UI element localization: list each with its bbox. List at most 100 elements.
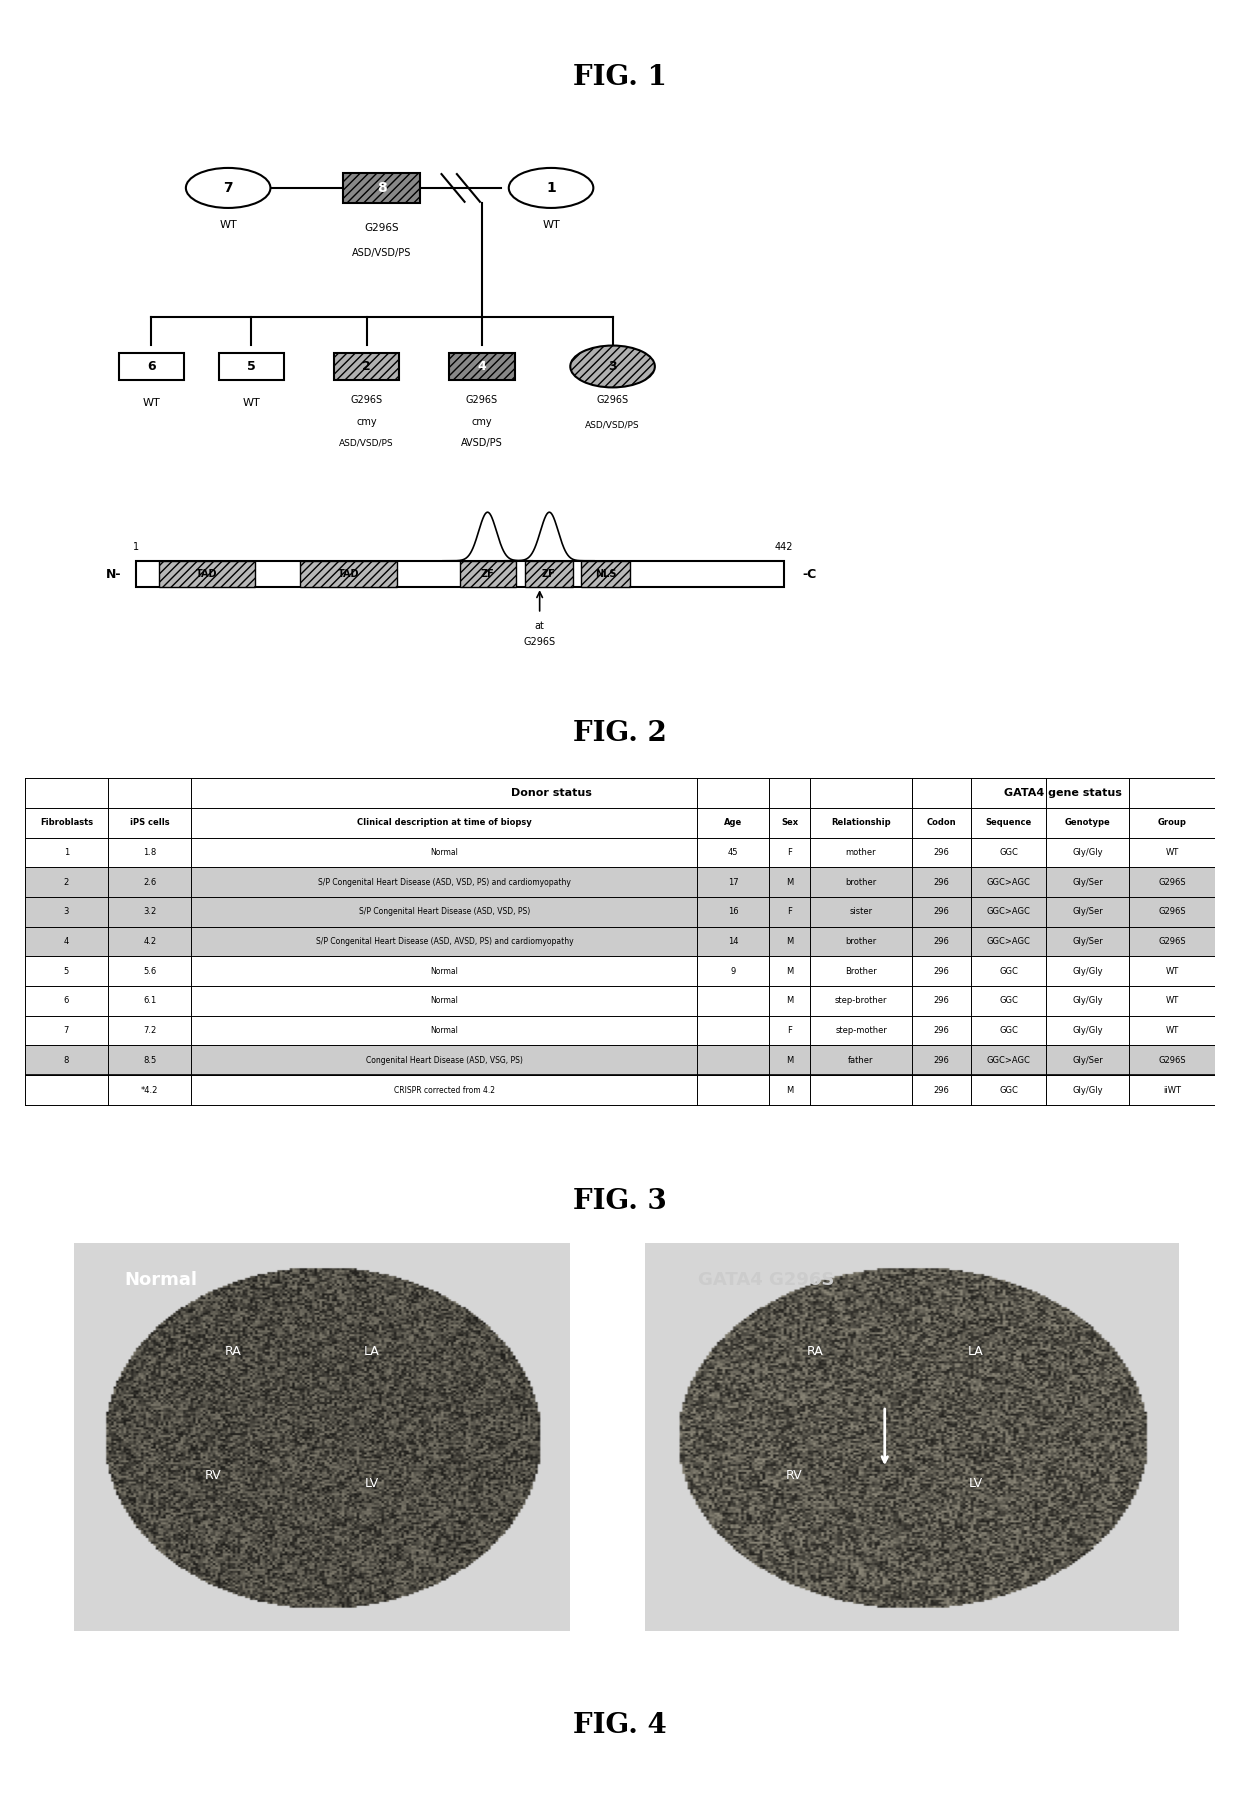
- Text: CRISPR corrected from 4.2: CRISPR corrected from 4.2: [394, 1085, 495, 1094]
- Text: 1.8: 1.8: [143, 849, 156, 858]
- Text: 45: 45: [728, 849, 738, 858]
- Text: S/P Congenital Heart Disease (ASD, AVSD, PS) and cardiomyopathy: S/P Congenital Heart Disease (ASD, AVSD,…: [316, 937, 573, 946]
- Text: N-: N-: [107, 568, 122, 580]
- Text: Normal: Normal: [430, 1025, 459, 1034]
- Text: 16: 16: [728, 908, 738, 917]
- Text: LA: LA: [365, 1346, 379, 1359]
- Text: NLS: NLS: [595, 569, 616, 578]
- Text: M: M: [786, 997, 794, 1006]
- Text: Genotype: Genotype: [1065, 818, 1111, 827]
- Bar: [525, 560, 573, 587]
- Text: 2: 2: [362, 360, 371, 373]
- Text: 1: 1: [63, 849, 69, 858]
- Text: TAD: TAD: [337, 569, 360, 578]
- Text: 5.6: 5.6: [143, 966, 156, 975]
- Text: GATA4 gene status: GATA4 gene status: [1004, 787, 1122, 798]
- Text: 2.6: 2.6: [143, 878, 156, 887]
- Bar: [25, 926, 1215, 957]
- Text: G296S: G296S: [1158, 908, 1187, 917]
- Text: ASD/VSD/PS: ASD/VSD/PS: [340, 440, 394, 449]
- Text: G296S: G296S: [596, 395, 629, 405]
- Text: 296: 296: [934, 937, 950, 946]
- Text: WT: WT: [219, 220, 237, 231]
- Text: WT: WT: [1166, 997, 1179, 1006]
- Text: GGC>AGC: GGC>AGC: [987, 1056, 1030, 1065]
- Text: mother: mother: [846, 849, 877, 858]
- Text: 14: 14: [728, 937, 738, 946]
- Text: FIG. 1: FIG. 1: [573, 65, 667, 90]
- Ellipse shape: [186, 168, 270, 207]
- Text: 4: 4: [63, 937, 69, 946]
- Bar: [25, 1045, 1215, 1076]
- Text: 6.1: 6.1: [143, 997, 156, 1006]
- Text: brother: brother: [846, 878, 877, 887]
- Text: cmy: cmy: [471, 416, 492, 427]
- Text: Gly/Gly: Gly/Gly: [1073, 966, 1104, 975]
- Text: 296: 296: [934, 966, 950, 975]
- Text: Normal: Normal: [430, 966, 459, 975]
- Bar: [460, 560, 516, 587]
- Text: G296S: G296S: [523, 636, 556, 647]
- Text: F: F: [787, 1025, 792, 1034]
- Text: 7: 7: [223, 180, 233, 195]
- Text: Gly/Gly: Gly/Gly: [1073, 1025, 1104, 1034]
- Text: G296S: G296S: [1158, 878, 1187, 887]
- Text: FIG. 3: FIG. 3: [573, 1189, 667, 1215]
- Text: sister: sister: [849, 908, 873, 917]
- Text: G296S: G296S: [365, 223, 399, 232]
- Text: 8: 8: [377, 180, 387, 195]
- Text: 296: 296: [934, 849, 950, 858]
- Text: GGC: GGC: [999, 966, 1018, 975]
- Text: 296: 296: [934, 997, 950, 1006]
- Text: F: F: [787, 849, 792, 858]
- Text: step-brother: step-brother: [835, 997, 888, 1006]
- Text: WT: WT: [1166, 849, 1179, 858]
- Text: S/P Congenital Heart Disease (ASD, VSD, PS) and cardiomyopathy: S/P Congenital Heart Disease (ASD, VSD, …: [317, 878, 570, 887]
- Text: 5: 5: [247, 360, 255, 373]
- Text: Gly/Ser: Gly/Ser: [1073, 937, 1104, 946]
- Text: Clinical description at time of biopsy: Clinical description at time of biopsy: [357, 818, 532, 827]
- Text: Sequence: Sequence: [986, 818, 1032, 827]
- Text: Relationship: Relationship: [831, 818, 890, 827]
- Text: Codon: Codon: [926, 818, 956, 827]
- Text: Gly/Ser: Gly/Ser: [1073, 1056, 1104, 1065]
- Text: *4.2: *4.2: [141, 1085, 159, 1094]
- Bar: [25, 897, 1215, 926]
- Text: WT: WT: [242, 398, 260, 409]
- Bar: [119, 353, 184, 380]
- Text: at: at: [534, 622, 544, 631]
- Text: Brother: Brother: [846, 966, 877, 975]
- Text: Gly/Ser: Gly/Ser: [1073, 908, 1104, 917]
- Ellipse shape: [570, 346, 655, 387]
- Bar: [343, 173, 420, 204]
- Bar: [218, 353, 284, 380]
- Text: 8.5: 8.5: [143, 1056, 156, 1065]
- Text: G296S: G296S: [466, 395, 498, 405]
- Text: F: F: [787, 908, 792, 917]
- Text: -C: -C: [802, 568, 817, 580]
- Bar: [334, 353, 399, 380]
- Text: ASD/VSD/PS: ASD/VSD/PS: [585, 420, 640, 429]
- Text: 296: 296: [934, 908, 950, 917]
- Text: LA: LA: [967, 1346, 983, 1359]
- Text: Sex: Sex: [781, 818, 799, 827]
- Text: GATA4 G296S: GATA4 G296S: [698, 1270, 835, 1288]
- Text: 296: 296: [934, 1085, 950, 1094]
- Text: Gly/Ser: Gly/Ser: [1073, 878, 1104, 887]
- Text: M: M: [786, 1085, 794, 1094]
- Bar: [136, 560, 784, 587]
- Text: 4: 4: [477, 360, 486, 373]
- Text: GGC>AGC: GGC>AGC: [987, 908, 1030, 917]
- Text: iPS cells: iPS cells: [130, 818, 170, 827]
- Text: G296S: G296S: [351, 395, 383, 405]
- Text: GGC: GGC: [999, 997, 1018, 1006]
- Text: 3.2: 3.2: [143, 908, 156, 917]
- Text: FIG. 4: FIG. 4: [573, 1712, 667, 1739]
- Text: 7.2: 7.2: [143, 1025, 156, 1034]
- Text: GGC: GGC: [999, 1025, 1018, 1034]
- Text: Donor status: Donor status: [511, 787, 591, 798]
- Text: Gly/Gly: Gly/Gly: [1073, 997, 1104, 1006]
- Bar: [159, 560, 255, 587]
- Text: WT: WT: [143, 398, 160, 409]
- Text: 6: 6: [63, 997, 69, 1006]
